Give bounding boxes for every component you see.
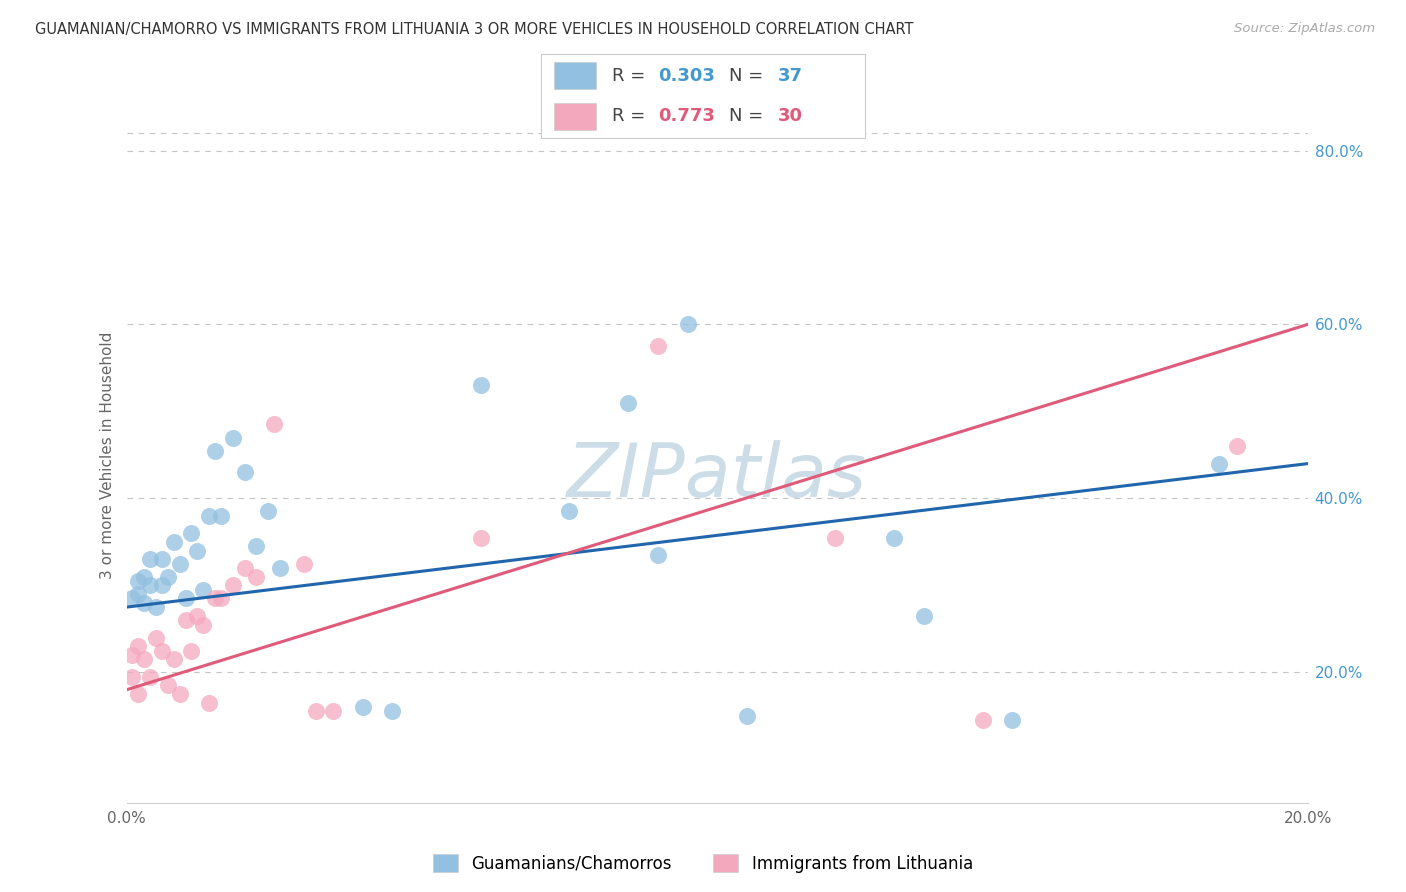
Point <box>186 543 208 558</box>
Point <box>163 652 186 666</box>
Point <box>204 443 226 458</box>
Point <box>470 531 492 545</box>
Point <box>156 678 179 692</box>
Text: R =: R = <box>613 67 651 85</box>
Point <box>617 395 640 409</box>
Point <box>233 561 256 575</box>
Point <box>222 578 245 592</box>
Point <box>174 613 197 627</box>
Point <box>883 531 905 545</box>
Point <box>233 466 256 480</box>
Point <box>322 705 344 719</box>
Point <box>127 574 149 588</box>
Point <box>558 504 581 518</box>
Point <box>134 570 156 584</box>
Point <box>150 578 173 592</box>
Point <box>209 508 232 523</box>
Point <box>121 591 143 606</box>
Point <box>193 617 215 632</box>
Point <box>193 582 215 597</box>
Point <box>824 531 846 545</box>
Y-axis label: 3 or more Vehicles in Household: 3 or more Vehicles in Household <box>100 331 115 579</box>
Bar <box>554 62 596 89</box>
Text: GUAMANIAN/CHAMORRO VS IMMIGRANTS FROM LITHUANIA 3 OR MORE VEHICLES IN HOUSEHOLD : GUAMANIAN/CHAMORRO VS IMMIGRANTS FROM LI… <box>35 22 914 37</box>
Point <box>139 552 162 566</box>
Text: 37: 37 <box>778 67 803 85</box>
Point <box>169 557 191 571</box>
Point <box>134 596 156 610</box>
Point <box>198 508 221 523</box>
Point <box>156 570 179 584</box>
Point <box>204 591 226 606</box>
Text: N =: N = <box>728 107 769 125</box>
Point <box>127 639 149 653</box>
Point <box>180 643 202 657</box>
Point <box>912 608 935 623</box>
Point <box>1001 713 1024 727</box>
Point <box>470 378 492 392</box>
Point <box>292 557 315 571</box>
Point <box>735 708 758 723</box>
Text: Source: ZipAtlas.com: Source: ZipAtlas.com <box>1234 22 1375 36</box>
Point <box>174 591 197 606</box>
Point <box>676 318 699 332</box>
Point <box>647 548 669 562</box>
Text: 0.303: 0.303 <box>658 67 714 85</box>
Text: R =: R = <box>613 107 651 125</box>
Point <box>263 417 285 432</box>
Legend: Guamanians/Chamorros, Immigrants from Lithuania: Guamanians/Chamorros, Immigrants from Li… <box>426 847 980 880</box>
Point <box>304 705 326 719</box>
Point <box>180 526 202 541</box>
Point <box>145 631 167 645</box>
Point <box>169 687 191 701</box>
Point <box>186 608 208 623</box>
Text: ZIPatlas: ZIPatlas <box>567 440 868 512</box>
Point <box>245 570 267 584</box>
Point <box>209 591 232 606</box>
Text: N =: N = <box>728 67 769 85</box>
Point <box>1208 457 1230 471</box>
Point <box>257 504 280 518</box>
Point <box>198 696 221 710</box>
Point <box>145 600 167 615</box>
Point <box>150 643 173 657</box>
Bar <box>554 103 596 130</box>
Point <box>163 534 186 549</box>
Point <box>381 705 404 719</box>
Point <box>1226 439 1249 453</box>
Point <box>139 578 162 592</box>
Point <box>134 652 156 666</box>
Point <box>647 339 669 353</box>
Text: 0.773: 0.773 <box>658 107 714 125</box>
Point <box>269 561 291 575</box>
Point <box>127 687 149 701</box>
Point <box>150 552 173 566</box>
Point <box>139 670 162 684</box>
Point <box>222 430 245 444</box>
Point <box>127 587 149 601</box>
Point <box>121 670 143 684</box>
Point <box>972 713 994 727</box>
Text: 30: 30 <box>778 107 803 125</box>
Point <box>245 539 267 553</box>
Point <box>352 700 374 714</box>
Point <box>121 648 143 662</box>
